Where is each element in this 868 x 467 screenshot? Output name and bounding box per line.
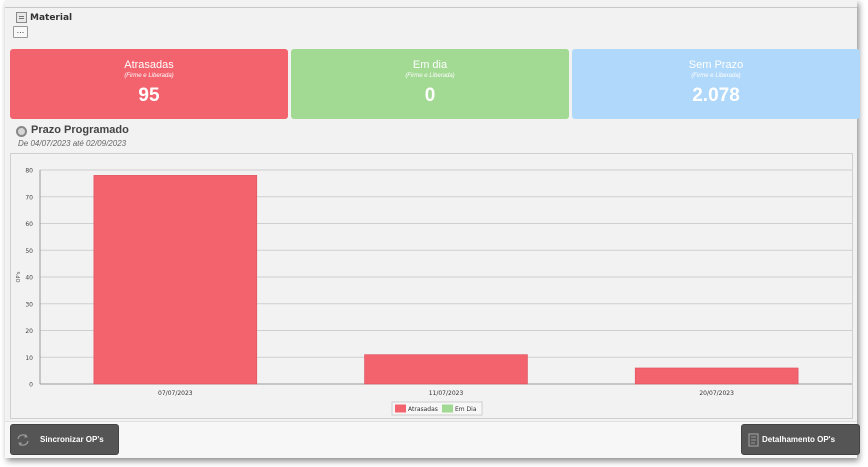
material-header: Material bbox=[16, 12, 72, 23]
card-value: 0 bbox=[424, 85, 436, 106]
x-tick-label: 20/07/2023 bbox=[699, 390, 734, 397]
bar-atrasadas bbox=[364, 354, 528, 385]
bar-chart: 0 10 20 30 40 50 60 70 80 OP's 07/07/2023 11/07/202… bbox=[16, 168, 852, 416]
top-divider bbox=[5, 7, 857, 8]
card-subtitle: (Firme e Liberada) bbox=[691, 73, 741, 79]
section-date-range: De 04/07/2023 até 02/09/2023 bbox=[18, 139, 127, 148]
card-subtitle: (Firme e Liberada) bbox=[405, 73, 455, 79]
chart-container: 0 10 20 30 40 50 60 70 80 OP's 07/07/2023 11/07/202… bbox=[10, 153, 853, 419]
sync-ops-button[interactable]: Sincronizar OP's bbox=[10, 424, 119, 455]
y-tick-label: 80 bbox=[25, 168, 33, 175]
x-tick-label: 07/07/2023 bbox=[158, 390, 193, 397]
y-tick-label: 60 bbox=[25, 221, 33, 228]
card-title: Sem Prazo bbox=[688, 59, 744, 71]
y-tick-label: 10 bbox=[25, 355, 33, 362]
legend-label: Atrasadas bbox=[408, 406, 438, 413]
section-title: Prazo Programado bbox=[31, 124, 129, 136]
bottom-toolbar bbox=[5, 421, 857, 458]
detail-ops-button[interactable]: Detalhamento OP's bbox=[741, 424, 860, 455]
legend-swatch bbox=[395, 404, 406, 413]
card-value: 2.078 bbox=[692, 85, 740, 106]
card-atrasadas[interactable]: Atrasadas (Firme e Liberada) 95 bbox=[10, 49, 288, 119]
y-tick-label: 40 bbox=[25, 275, 33, 282]
material-label: Material bbox=[30, 12, 73, 23]
y-tick-label: 20 bbox=[25, 328, 33, 335]
document-icon bbox=[748, 433, 759, 447]
sync-ops-label: Sincronizar OP's bbox=[40, 435, 104, 444]
refresh-icon bbox=[17, 434, 29, 446]
card-title: Atrasadas bbox=[124, 59, 174, 71]
y-tick-label: 50 bbox=[25, 248, 33, 255]
clock-icon bbox=[16, 126, 27, 137]
y-tick-label: 0 bbox=[29, 382, 33, 389]
card-sem-prazo[interactable]: Sem Prazo (Firme e Liberada) 2.078 bbox=[572, 49, 860, 119]
material-list-icon bbox=[16, 12, 27, 23]
card-title: Em dia bbox=[412, 59, 448, 71]
bar-atrasadas bbox=[634, 367, 799, 385]
card-value: 95 bbox=[138, 85, 160, 106]
card-subtitle: (Firme e Liberada) bbox=[124, 73, 174, 79]
x-tick-label: 11/07/2023 bbox=[429, 390, 464, 397]
y-tick-label: 70 bbox=[25, 194, 33, 201]
y-axis-label: OP's bbox=[16, 271, 22, 282]
material-select-button[interactable]: ... bbox=[13, 26, 28, 38]
detail-ops-label: Detalhamento OP's bbox=[762, 435, 836, 444]
card-em-dia[interactable]: Em dia (Firme e Liberada) 0 bbox=[291, 49, 569, 119]
bar-atrasadas bbox=[93, 175, 258, 385]
y-tick-label: 30 bbox=[25, 301, 33, 308]
legend-box bbox=[391, 401, 483, 416]
legend-label: Em Dia bbox=[455, 406, 477, 413]
legend-swatch bbox=[442, 404, 453, 413]
